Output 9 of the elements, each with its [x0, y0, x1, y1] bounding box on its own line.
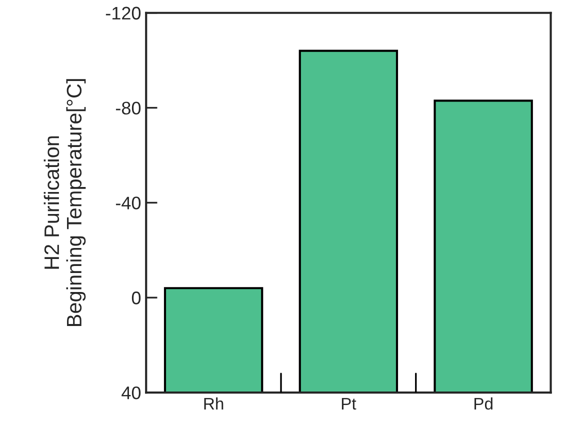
x-tick-label: Pd [474, 397, 492, 410]
y-tick-label: 40 [122, 386, 141, 400]
y-tick-label: -40 [116, 196, 141, 210]
y-axis-title: H2 Purification Beginning Temperature[°C] [44, 79, 86, 326]
x-tick-label: Rh [204, 397, 224, 410]
y-tick-label: -80 [116, 102, 141, 115]
x-tick-label: Pt [342, 398, 356, 410]
y-tick-label: -120 [106, 6, 141, 20]
y-tick-label: 0 [132, 292, 141, 304]
